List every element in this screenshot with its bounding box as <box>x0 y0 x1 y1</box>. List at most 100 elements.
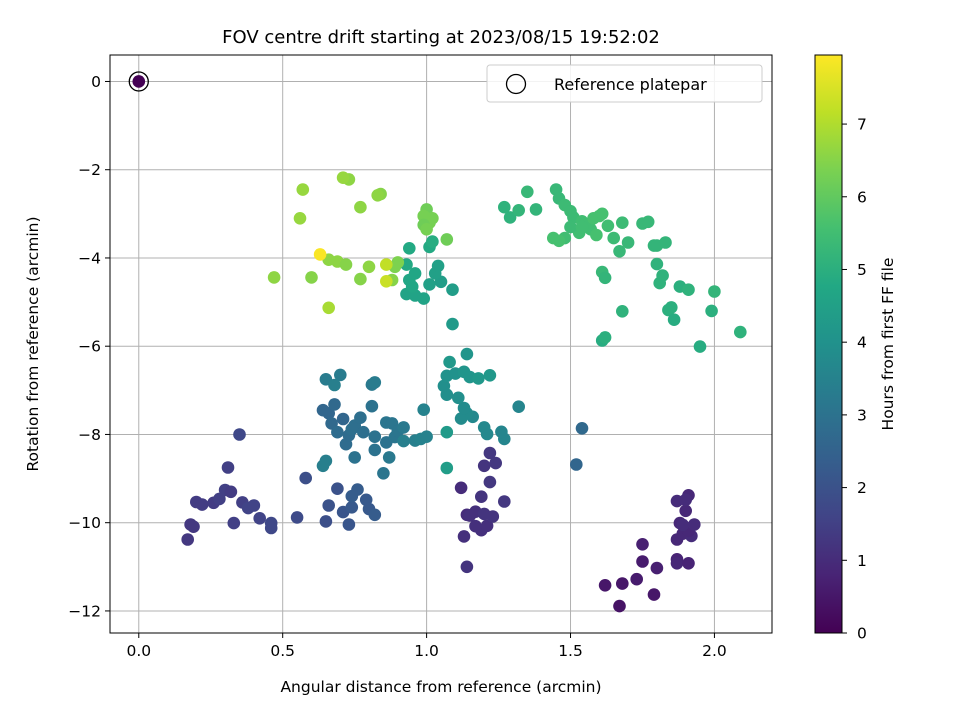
data-point <box>368 430 382 444</box>
data-point <box>636 555 649 568</box>
data-point <box>322 499 336 512</box>
legend-label: Reference platepar <box>554 75 707 94</box>
data-point <box>316 403 330 417</box>
data-point <box>408 267 422 280</box>
data-point <box>423 278 436 291</box>
data-point <box>601 219 615 233</box>
data-point <box>495 425 508 439</box>
x-axis-ticks: 0.0 0.5 1.0 1.5 2.0 <box>126 633 727 660</box>
data-point <box>181 533 194 546</box>
data-point <box>380 258 393 271</box>
data-point <box>452 391 465 405</box>
data-point <box>368 443 382 457</box>
data-point <box>331 425 344 439</box>
data-point <box>319 515 333 528</box>
colorbar-tick-label: 0 <box>857 625 867 643</box>
data-point <box>357 425 370 439</box>
data-point <box>299 471 313 485</box>
data-point <box>195 498 209 511</box>
data-point <box>477 459 491 473</box>
data-point <box>397 421 410 434</box>
data-point <box>472 372 485 385</box>
data-point <box>682 283 695 297</box>
data-point <box>354 272 367 286</box>
data-point <box>224 485 238 499</box>
data-point <box>659 236 672 249</box>
data-point <box>336 412 350 426</box>
y-tick-label: −6 <box>78 338 101 356</box>
data-point <box>354 200 367 214</box>
data-point <box>417 403 431 417</box>
data-point <box>650 257 664 271</box>
data-point <box>598 271 612 285</box>
data-point <box>590 228 603 242</box>
data-point <box>607 231 620 245</box>
data-point <box>290 511 304 524</box>
data-point <box>734 325 747 339</box>
data-point <box>708 285 721 298</box>
data-point <box>397 434 410 448</box>
data-point <box>498 200 511 214</box>
data-point <box>521 185 534 199</box>
data-point <box>345 501 359 514</box>
data-point <box>529 203 543 216</box>
data-point <box>670 557 684 570</box>
data-point <box>598 331 612 344</box>
data-point <box>616 305 629 318</box>
data-point <box>547 231 560 245</box>
y-tick-label: −12 <box>68 602 101 620</box>
colorbar: 0 1 2 3 4 5 6 7 Hours from first FF file <box>814 54 897 643</box>
data-point <box>391 256 405 269</box>
data-point <box>233 428 246 441</box>
y-tick-label: −4 <box>78 249 101 267</box>
data-point <box>676 518 690 532</box>
scatter-points <box>181 171 747 613</box>
legend-box <box>486 64 763 103</box>
grid <box>110 55 772 633</box>
data-point <box>354 411 367 425</box>
data-point <box>253 512 266 525</box>
data-point <box>641 215 655 229</box>
reference-point <box>128 71 149 92</box>
x-tick-label: 1.0 <box>414 642 439 660</box>
reference-point-marker <box>132 75 146 88</box>
data-point <box>477 507 491 521</box>
data-point <box>630 572 643 586</box>
data-point <box>334 368 347 382</box>
data-point <box>322 301 336 315</box>
data-point <box>693 340 707 353</box>
data-point <box>662 303 675 317</box>
data-point <box>420 223 433 236</box>
x-tick-label: 1.5 <box>558 642 583 660</box>
data-point <box>679 493 692 507</box>
data-point <box>705 304 718 318</box>
colorbar-gradient <box>814 54 843 634</box>
data-point <box>339 258 353 271</box>
data-point <box>403 242 416 255</box>
data-point <box>457 530 471 543</box>
data-point <box>345 489 359 503</box>
data-point <box>440 425 454 439</box>
data-point <box>616 216 629 229</box>
data-point <box>377 467 390 480</box>
data-point <box>616 577 629 590</box>
reference-point-ring <box>128 71 149 92</box>
data-point <box>483 446 497 460</box>
data-point <box>405 280 419 293</box>
data-point <box>267 271 281 284</box>
data-point <box>368 376 382 389</box>
colorbar-tick-label: 5 <box>857 261 867 279</box>
data-point <box>368 508 382 522</box>
data-point <box>187 520 200 533</box>
legend: Reference platepar <box>486 64 763 103</box>
data-point <box>650 561 664 575</box>
data-point <box>483 475 497 489</box>
data-point <box>380 275 393 288</box>
data-point <box>331 482 344 496</box>
data-point <box>564 220 577 234</box>
colorbar-tick-label: 6 <box>857 188 867 206</box>
legend-marker <box>505 73 527 95</box>
data-point <box>371 189 385 202</box>
y-tick-label: −10 <box>68 514 101 532</box>
